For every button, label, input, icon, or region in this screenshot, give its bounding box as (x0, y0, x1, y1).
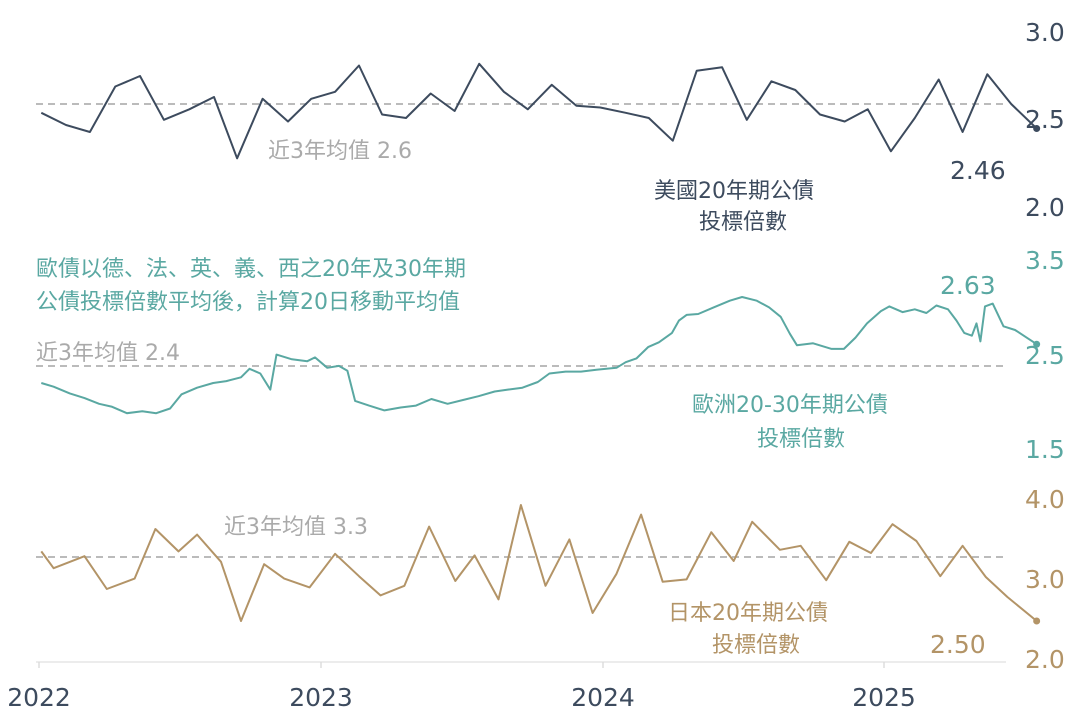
x-tick-label: 2023 (289, 683, 353, 712)
us-series-line (40, 62, 1038, 160)
jp-series-label: 日本20年期公債 (668, 601, 828, 626)
eu-series-label: 投標倍數 (757, 427, 845, 452)
jp-series-label: 投標倍數 (712, 633, 800, 658)
us-ytick-label: 2.5 (1025, 105, 1065, 134)
jp-last-value-label: 2.50 (930, 630, 986, 659)
us-average-label: 近3年均值 2.6 (268, 139, 412, 164)
x-axis: 2022 2023 2024 2025 (7, 661, 1006, 712)
eu-last-point-marker (1033, 340, 1041, 348)
eu-series-label: 歐洲20-30年期公債 (692, 393, 888, 418)
us-ytick-label: 3.0 (1025, 18, 1065, 47)
us-last-point-marker (1033, 125, 1041, 132)
x-tick-label: 2024 (571, 683, 635, 712)
x-tick-label: 2025 (852, 683, 916, 712)
eu-ytick-label: 1.5 (1025, 435, 1065, 464)
jp-average-label: 近3年均值 3.3 (224, 515, 368, 540)
jp-ytick-label: 3.0 (1025, 565, 1065, 594)
jp-series-line (40, 504, 1038, 622)
x-tick-label: 2022 (7, 683, 71, 712)
eu-last-value-label: 2.63 (940, 271, 996, 300)
us-series-label: 投標倍數 (699, 210, 787, 235)
us-ytick-label: 2.0 (1025, 193, 1065, 222)
jp-last-point-marker (1033, 617, 1041, 625)
jp-ytick-label: 2.0 (1025, 645, 1065, 674)
jp-ytick-label: 4.0 (1025, 485, 1065, 514)
us-series-label: 美國20年期公債 (654, 179, 814, 204)
eu-average-label: 近3年均值 2.4 (36, 341, 180, 366)
us-last-value-label: 2.46 (950, 156, 1006, 185)
eu-note: 歐債以德、法、英、義、西之20年及30年期 (36, 257, 466, 282)
eu-ytick-label: 3.5 (1025, 246, 1065, 275)
eu-ytick-label: 2.5 (1025, 341, 1065, 370)
eu-series-line (41, 296, 1038, 415)
eu-note: 公債投標倍數平均後，計算20日移動平均值 (36, 290, 460, 315)
